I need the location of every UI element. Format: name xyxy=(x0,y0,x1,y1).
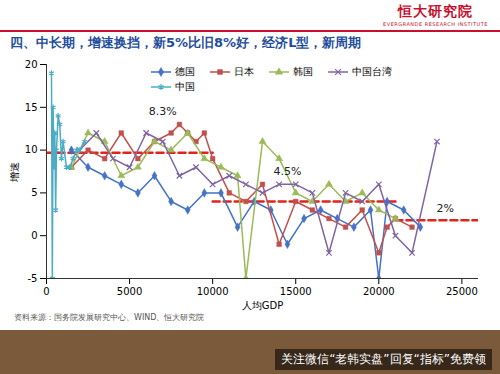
html-text:四、中长期，增速换挡，新5%比旧8%好，经济L型，新周期: 四、中长期，增速换挡，新5%比旧8%好，经济L型，新周期 xyxy=(10,35,362,50)
svg-text:人均GDP: 人均GDP xyxy=(242,300,283,311)
svg-text:0: 0 xyxy=(31,230,37,241)
html-text:关注微信“老韩实盘”回复“指标”免费领: 关注微信“老韩实盘”回复“指标”免费领 xyxy=(281,352,486,366)
html-text:恒大研究院: 恒大研究院 xyxy=(398,3,473,19)
svg-text:增速: 增速 xyxy=(9,162,20,183)
svg-text:5: 5 xyxy=(31,187,37,198)
html-text:德国: 德国 xyxy=(175,65,195,77)
svg-text:-5: -5 xyxy=(28,273,38,284)
html-text:中国: 中国 xyxy=(175,80,195,92)
svg-text:25000: 25000 xyxy=(446,286,478,297)
html-text:中国台湾: 中国台湾 xyxy=(352,65,392,77)
svg-text:5000: 5000 xyxy=(117,286,142,297)
html-text:资料来源：国务院发展研究中心、WIND、恒大研究院: 资料来源：国务院发展研究中心、WIND、恒大研究院 xyxy=(14,313,205,322)
svg-text:15000: 15000 xyxy=(280,286,312,297)
html-text:韩国: 韩国 xyxy=(293,65,313,77)
html-text:日本: 日本 xyxy=(234,65,254,77)
svg-text:15: 15 xyxy=(25,102,38,113)
svg-text:8.3%: 8.3% xyxy=(149,105,177,118)
svg-text:0: 0 xyxy=(43,286,49,297)
svg-text:20: 20 xyxy=(25,59,38,70)
html-text:EVERGRANDE RESEARCH INSTITUTE: EVERGRANDE RESEARCH INSTITUTE xyxy=(383,21,488,27)
svg-text:20000: 20000 xyxy=(363,286,395,297)
svg-text:10000: 10000 xyxy=(197,286,229,297)
svg-text:2%: 2% xyxy=(437,202,454,215)
svg-text:10: 10 xyxy=(25,144,38,155)
svg-text:4.5%: 4.5% xyxy=(273,165,301,178)
